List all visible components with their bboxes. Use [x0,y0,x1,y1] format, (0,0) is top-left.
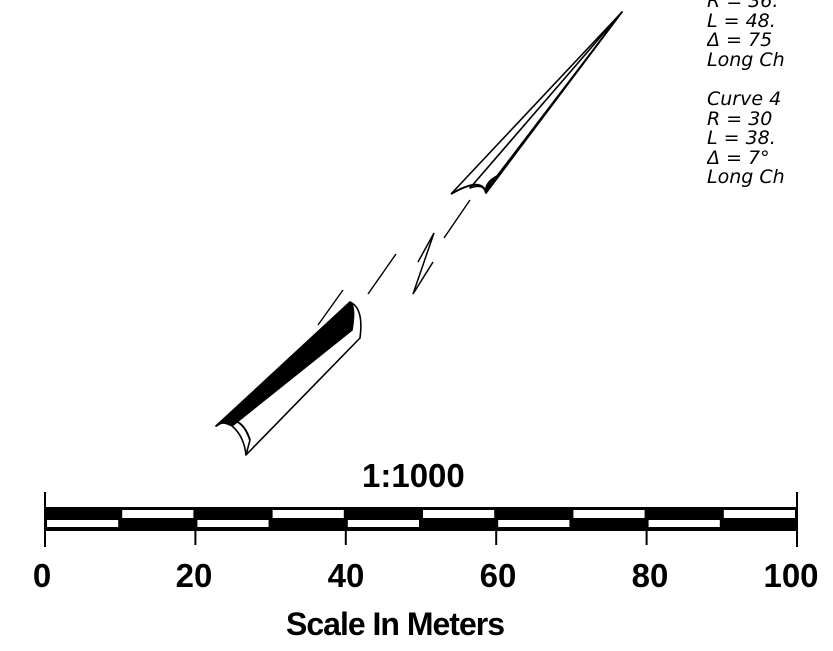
curve-4-length: L = 38. [707,127,776,149]
scale-bar-segment-upper-5 [423,510,495,518]
curve-table: R = 36. L = 48. Δ = 75 Long Ch Curve 4 R… [707,0,833,188]
scale-tick-0: 0 [32,557,52,594]
scale-unit-label: Scale In Meters [286,606,505,642]
scale-bar-segment-lower-6 [498,520,570,527]
scale-bar [44,492,798,547]
scale-bar-segment-upper-7 [573,510,645,518]
scale-tick-60: 60 [479,557,517,594]
north-arrow-shaft-lower-2 [317,289,344,326]
scale-bar-segment-upper-1 [122,510,194,518]
north-arrow-icon [215,11,623,456]
curve-4-long-chord: Long Ch [707,166,785,188]
scale-bar-segment-lower-4 [347,520,419,527]
north-arrow-shaft-upper [443,199,471,239]
curve-4-title: Curve 4 [707,88,782,110]
curve-3-radius: R = 36. [707,0,779,12]
north-arrow-upper-blade-outline [469,11,623,194]
north-letter-strokes [412,232,435,295]
north-arrow-shaft-lower [367,253,397,295]
curve-4-radius: R = 30 [707,107,773,130]
north-arrow-lower-blade-edge [245,439,251,456]
north-arrow-upper-blade-fill [484,11,623,194]
curve-3-delta: Δ = 75 [707,29,773,51]
scale-tick-20: 20 [175,557,213,594]
curve-3-long-chord: Long Ch [707,48,785,71]
scale-ratio: 1:1000 [362,457,465,494]
north-arrow-upper-blade-base [450,183,487,195]
scale-bar-segment-upper-9 [723,510,795,518]
north-arrow-upper-blade-edge [450,11,623,195]
scale-bar-segment-lower-8 [648,520,720,527]
scale-bar-segment-upper-3 [272,510,344,518]
scale-tick-100: 100 [763,557,819,594]
scale-bar-segment-lower-2 [197,520,269,527]
scale-tick-40: 40 [327,557,365,594]
curve-4-delta: Δ = 7° [707,146,770,169]
north-arrow-lower-blade-base [215,419,251,441]
curve-3-length: L = 48. [707,9,776,32]
scale-bar-segment-lower-0 [47,520,119,527]
scale-tick-80: 80 [631,557,669,594]
